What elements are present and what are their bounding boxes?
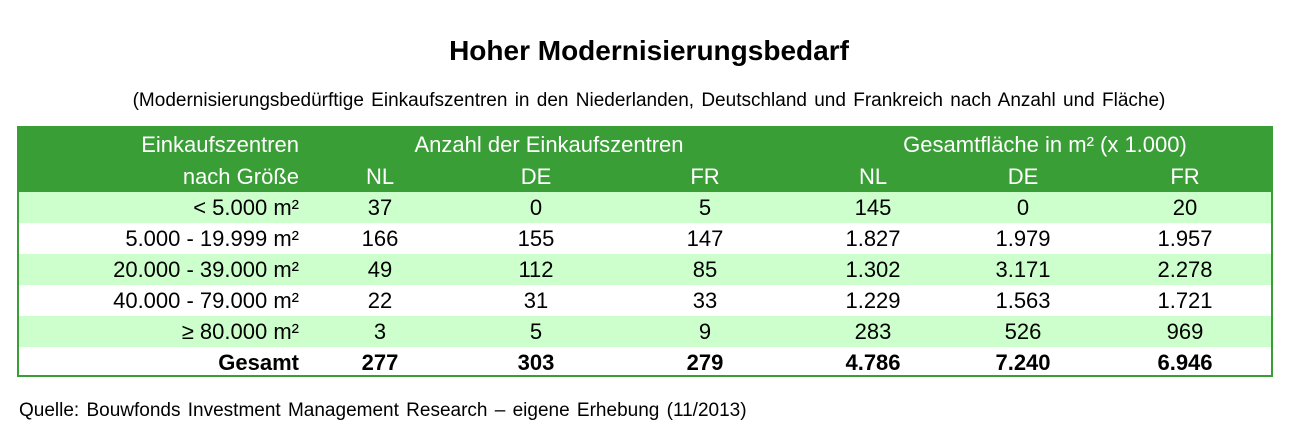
cell-count-de: 31 [461, 285, 611, 316]
header-col-count-de: DE [461, 162, 611, 192]
row-label: < 5.000 m² [19, 192, 299, 223]
cell-count-de: 5 [461, 316, 611, 347]
header-row-label-line2: nach Größe [19, 162, 299, 192]
cell-count-nl: 37 [299, 192, 461, 223]
header-row-label-line1: Einkaufszentren [19, 128, 299, 162]
cell-total-count-de: 303 [461, 347, 611, 375]
cell-area-de: 0 [947, 192, 1099, 223]
cell-total-area-nl: 4.786 [799, 347, 947, 375]
cell-area-nl: 145 [799, 192, 947, 223]
cell-area-fr: 1.721 [1099, 285, 1271, 316]
table-row: 5.000 - 19.999 m² 166 155 147 1.827 1.97… [19, 223, 1271, 254]
cell-area-fr: 2.278 [1099, 254, 1271, 285]
row-label: 40.000 - 79.000 m² [19, 285, 299, 316]
page-subtitle: (Modernisierungsbedürftige Einkaufszentr… [132, 90, 1166, 111]
header-col-count-fr: FR [611, 162, 799, 192]
cell-area-de: 1.563 [947, 285, 1099, 316]
table-total-row: Gesamt 277 303 279 4.786 7.240 6.946 [19, 347, 1271, 375]
cell-total-area-fr: 6.946 [1099, 347, 1271, 375]
cell-count-de: 155 [461, 223, 611, 254]
cell-total-area-de: 7.240 [947, 347, 1099, 375]
header-col-area-fr: FR [1099, 162, 1271, 192]
row-label: 20.000 - 39.000 m² [19, 254, 299, 285]
cell-area-fr: 20 [1099, 192, 1271, 223]
cell-count-de: 0 [461, 192, 611, 223]
cell-count-nl: 166 [299, 223, 461, 254]
header-col-count-nl: NL [299, 162, 461, 192]
cell-count-fr: 85 [611, 254, 799, 285]
cell-total-count-fr: 279 [611, 347, 799, 375]
header-col-area-de: DE [947, 162, 1099, 192]
row-label: ≥ 80.000 m² [19, 316, 299, 347]
table-header-row-1: Einkaufszentren Anzahl der Einkaufszentr… [19, 128, 1271, 162]
cell-area-nl: 1.229 [799, 285, 947, 316]
cell-area-nl: 1.302 [799, 254, 947, 285]
cell-total-count-nl: 277 [299, 347, 461, 375]
cell-count-nl: 49 [299, 254, 461, 285]
cell-area-de: 3.171 [947, 254, 1099, 285]
row-label: 5.000 - 19.999 m² [19, 223, 299, 254]
cell-count-fr: 33 [611, 285, 799, 316]
row-label-total: Gesamt [19, 347, 299, 375]
cell-count-fr: 5 [611, 192, 799, 223]
header-group-area: Gesamtfläche in m² (x 1.000) [799, 128, 1271, 162]
source-note: Quelle: Bouwfonds Investment Management … [19, 400, 747, 421]
cell-area-de: 1.979 [947, 223, 1099, 254]
header-group-count: Anzahl der Einkaufszentren [299, 128, 799, 162]
cell-area-nl: 1.827 [799, 223, 947, 254]
table-row: ≥ 80.000 m² 3 5 9 283 526 969 [19, 316, 1271, 347]
table-row: < 5.000 m² 37 0 5 145 0 20 [19, 192, 1271, 223]
cell-count-nl: 3 [299, 316, 461, 347]
data-table: Einkaufszentren Anzahl der Einkaufszentr… [17, 126, 1273, 377]
cell-area-nl: 283 [799, 316, 947, 347]
cell-area-de: 526 [947, 316, 1099, 347]
table-header-row-2: nach Größe NL DE FR NL DE FR [19, 162, 1271, 192]
header-col-area-nl: NL [799, 162, 947, 192]
cell-count-fr: 147 [611, 223, 799, 254]
table-row: 40.000 - 79.000 m² 22 31 33 1.229 1.563 … [19, 285, 1271, 316]
cell-count-fr: 9 [611, 316, 799, 347]
cell-count-nl: 22 [299, 285, 461, 316]
table-row: 20.000 - 39.000 m² 49 112 85 1.302 3.171… [19, 254, 1271, 285]
cell-area-fr: 1.957 [1099, 223, 1271, 254]
cell-area-fr: 969 [1099, 316, 1271, 347]
page-title: Hoher Modernisierungsbedarf [449, 35, 849, 66]
cell-count-de: 112 [461, 254, 611, 285]
